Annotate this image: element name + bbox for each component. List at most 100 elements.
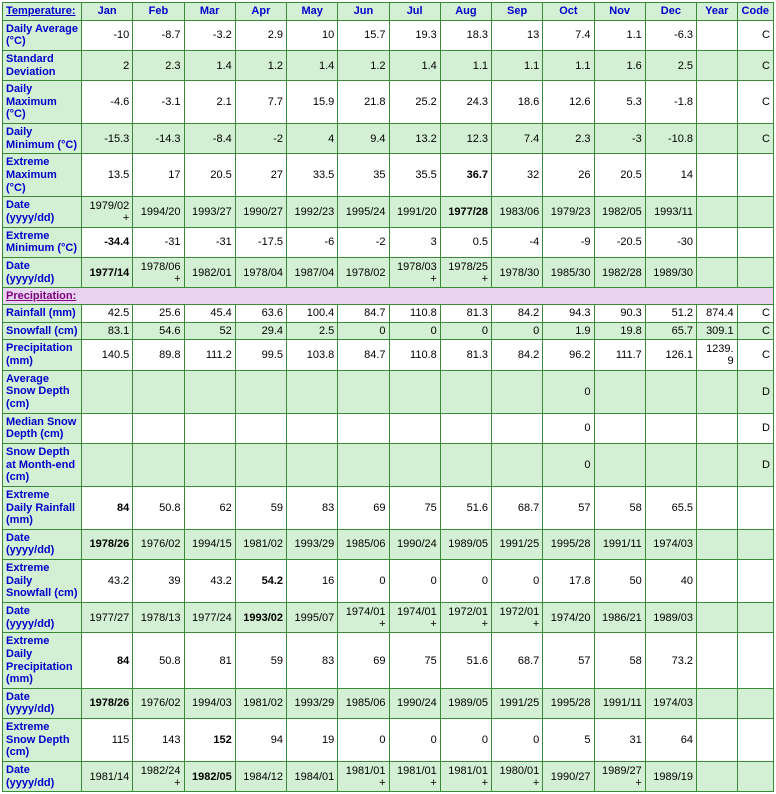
data-cell: 1978/26 <box>82 529 133 559</box>
data-cell: 874.4 <box>697 305 738 323</box>
data-cell: C <box>737 340 773 370</box>
table-row: Date (yyyy/dd)1981/141982/24+1982/051984… <box>3 762 774 792</box>
data-cell: -8.7 <box>133 20 184 50</box>
data-cell: 110.8 <box>389 305 440 323</box>
data-cell: 1993/29 <box>287 529 338 559</box>
data-cell: 81.3 <box>440 340 491 370</box>
data-cell: 2.5 <box>645 50 696 80</box>
data-cell: 10 <box>287 20 338 50</box>
data-cell: 7.4 <box>492 124 543 154</box>
data-cell: 1993/27 <box>184 197 235 227</box>
data-cell: 1991/11 <box>594 688 645 718</box>
data-cell: 12.6 <box>543 81 594 124</box>
data-cell: 1985/30 <box>543 257 594 287</box>
data-cell <box>492 370 543 413</box>
data-cell: -4 <box>492 227 543 257</box>
data-cell: 152 <box>184 719 235 762</box>
data-cell: 1993/02 <box>235 602 286 632</box>
data-cell: -3 <box>594 124 645 154</box>
col-mar: Mar <box>184 3 235 21</box>
data-cell: 111.2 <box>184 340 235 370</box>
data-cell: 50.8 <box>133 486 184 529</box>
data-cell: 1972/01+ <box>440 602 491 632</box>
col-sep: Sep <box>492 3 543 21</box>
table-row: Snowfall (cm)83.154.65229.42.500001.919.… <box>3 322 774 340</box>
data-cell <box>697 370 738 413</box>
data-cell: 1989/27+ <box>594 762 645 792</box>
row-label: Date (yyyy/dd) <box>3 529 82 559</box>
col-jun: Jun <box>338 3 389 21</box>
data-cell <box>697 227 738 257</box>
table-row: Rainfall (mm)42.525.645.463.6100.484.711… <box>3 305 774 323</box>
data-cell: D <box>737 443 773 486</box>
table-row: Standard Deviation22.31.41.21.41.21.41.1… <box>3 50 774 80</box>
data-cell: 0 <box>492 322 543 340</box>
data-cell <box>133 443 184 486</box>
data-cell <box>697 529 738 559</box>
data-cell: 1978/03+ <box>389 257 440 287</box>
data-cell: 1982/28 <box>594 257 645 287</box>
data-cell: 1982/24+ <box>133 762 184 792</box>
row-label: Median Snow Depth (cm) <box>3 413 82 443</box>
data-cell <box>737 154 773 197</box>
data-cell: 0 <box>389 322 440 340</box>
data-cell: 25.2 <box>389 81 440 124</box>
row-label: Snow Depth at Month-end (cm) <box>3 443 82 486</box>
row-label: Standard Deviation <box>3 50 82 80</box>
data-cell: 0.5 <box>440 227 491 257</box>
data-cell: -4.6 <box>82 81 133 124</box>
data-cell: 1978/13 <box>133 602 184 632</box>
data-cell: 103.8 <box>287 340 338 370</box>
data-cell: 1974/01+ <box>389 602 440 632</box>
data-cell <box>82 413 133 443</box>
data-cell: 59 <box>235 633 286 689</box>
data-cell: 32 <box>492 154 543 197</box>
data-cell: 0 <box>492 719 543 762</box>
table-row: Date (yyyy/dd)1978/261976/021994/151981/… <box>3 529 774 559</box>
data-cell: 75 <box>389 486 440 529</box>
data-cell <box>184 370 235 413</box>
data-cell <box>82 443 133 486</box>
data-cell: 1995/24 <box>338 197 389 227</box>
data-cell: -15.3 <box>82 124 133 154</box>
data-cell: 1.9 <box>543 322 594 340</box>
data-cell: 1989/05 <box>440 688 491 718</box>
data-cell: 54.6 <box>133 322 184 340</box>
data-cell: 4 <box>287 124 338 154</box>
data-cell <box>338 413 389 443</box>
col-code: Code <box>737 3 773 21</box>
data-cell: 1991/25 <box>492 529 543 559</box>
data-cell: 140.5 <box>82 340 133 370</box>
data-cell <box>737 227 773 257</box>
data-cell: 1985/06 <box>338 688 389 718</box>
row-label: Date (yyyy/dd) <box>3 257 82 287</box>
data-cell: 1974/01+ <box>338 602 389 632</box>
data-cell: 1.1 <box>543 50 594 80</box>
data-cell: 1989/03 <box>645 602 696 632</box>
data-cell <box>389 370 440 413</box>
data-cell: 54.2 <box>235 560 286 603</box>
data-cell: 1981/02 <box>235 688 286 718</box>
data-cell <box>235 370 286 413</box>
data-cell: 1.2 <box>338 50 389 80</box>
data-cell: -3.1 <box>133 81 184 124</box>
data-cell <box>287 443 338 486</box>
row-label: Date (yyyy/dd) <box>3 602 82 632</box>
data-cell <box>697 443 738 486</box>
data-cell: 12.3 <box>440 124 491 154</box>
data-cell: C <box>737 81 773 124</box>
data-cell <box>492 443 543 486</box>
data-cell: 84 <box>82 633 133 689</box>
data-cell: 143 <box>133 719 184 762</box>
data-cell <box>697 719 738 762</box>
data-cell: 90.3 <box>594 305 645 323</box>
table-row: Daily Maximum (°C)-4.6-3.12.17.715.921.8… <box>3 81 774 124</box>
data-cell: C <box>737 305 773 323</box>
data-cell: 1985/06 <box>338 529 389 559</box>
data-cell: -9 <box>543 227 594 257</box>
data-cell: 51.2 <box>645 305 696 323</box>
row-label: Rainfall (mm) <box>3 305 82 323</box>
data-cell: 0 <box>389 560 440 603</box>
data-cell: 1981/14 <box>82 762 133 792</box>
data-cell: 96.2 <box>543 340 594 370</box>
